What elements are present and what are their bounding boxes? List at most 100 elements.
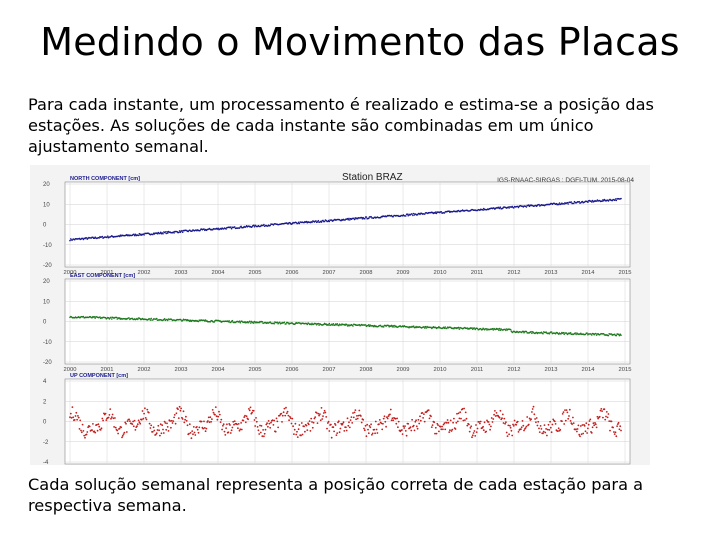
data-point <box>474 435 477 437</box>
data-point <box>415 419 417 422</box>
data-point <box>339 427 342 430</box>
data-point <box>244 320 246 323</box>
data-point <box>230 226 232 228</box>
data-point <box>524 427 527 429</box>
data-point <box>94 317 96 319</box>
data-point <box>334 424 337 426</box>
y-tick-label: 20 <box>43 279 50 285</box>
data-point <box>353 218 356 221</box>
data-point <box>281 414 284 417</box>
data-point <box>452 421 454 424</box>
data-point <box>564 409 566 411</box>
data-point <box>566 411 569 414</box>
data-point <box>611 199 614 202</box>
data-point <box>313 417 316 420</box>
data-point <box>505 431 508 434</box>
data-point <box>396 417 398 420</box>
data-point <box>251 411 254 414</box>
data-point <box>111 413 114 416</box>
data-point <box>266 422 268 424</box>
data-point <box>360 421 363 424</box>
data-point <box>368 325 371 328</box>
data-point <box>273 419 276 422</box>
data-point <box>353 217 355 220</box>
data-point <box>425 327 428 329</box>
data-point <box>490 417 493 419</box>
data-point <box>373 324 376 327</box>
data-point <box>327 324 330 326</box>
data-point <box>285 406 287 409</box>
year-label: 2009 <box>397 270 410 276</box>
data-point <box>188 423 191 426</box>
data-point <box>273 322 275 325</box>
data-point <box>295 433 298 436</box>
data-point <box>436 422 439 425</box>
data-point <box>330 219 333 221</box>
data-point <box>69 239 71 242</box>
data-point <box>497 328 499 330</box>
data-point <box>438 430 440 433</box>
data-point <box>353 411 356 414</box>
data-point <box>435 211 437 213</box>
data-point <box>571 423 573 425</box>
data-point <box>261 321 264 323</box>
data-point <box>570 201 573 203</box>
data-point <box>102 419 104 422</box>
data-point <box>394 417 397 420</box>
data-point <box>536 424 539 427</box>
data-point <box>75 411 78 414</box>
data-point <box>194 434 197 436</box>
data-point <box>464 411 467 414</box>
data-point <box>137 234 140 237</box>
data-point <box>292 425 294 428</box>
data-point <box>401 433 404 435</box>
data-point <box>528 204 530 206</box>
data-point <box>603 408 606 411</box>
data-point <box>471 327 473 329</box>
data-point <box>562 331 565 334</box>
data-point <box>78 428 81 430</box>
data-point <box>575 333 577 336</box>
data-point <box>73 419 76 421</box>
data-point <box>578 200 580 203</box>
data-point <box>542 432 544 435</box>
data-point <box>173 416 176 419</box>
data-point <box>76 418 78 421</box>
data-point <box>99 316 101 318</box>
data-point <box>558 202 561 204</box>
data-point <box>269 224 271 227</box>
data-point <box>413 429 416 432</box>
y-tick-label: -4 <box>43 460 49 465</box>
data-point <box>253 226 256 228</box>
data-point <box>411 213 413 215</box>
data-point <box>434 432 436 435</box>
data-point <box>170 426 172 429</box>
data-point <box>523 429 525 432</box>
data-point <box>615 435 618 438</box>
data-point <box>411 418 413 421</box>
year-label: 2006 <box>286 367 299 373</box>
data-point <box>600 408 603 410</box>
year-label: 2004 <box>212 270 226 276</box>
data-point <box>275 417 278 420</box>
data-point <box>382 417 385 420</box>
data-point <box>446 327 448 330</box>
data-point <box>81 423 84 426</box>
data-point <box>172 420 175 422</box>
data-point <box>143 234 145 236</box>
data-point <box>144 417 147 419</box>
data-point <box>515 423 518 426</box>
data-point <box>149 319 152 321</box>
data-point <box>328 430 331 432</box>
data-point <box>612 426 614 429</box>
year-label: 2010 <box>434 270 447 276</box>
data-point <box>434 212 436 214</box>
data-point <box>297 221 300 224</box>
data-point <box>363 429 366 432</box>
data-point <box>435 212 438 215</box>
y-tick-label: 10 <box>43 299 50 305</box>
data-point <box>386 416 388 419</box>
data-point <box>139 422 142 425</box>
data-point <box>82 315 85 318</box>
